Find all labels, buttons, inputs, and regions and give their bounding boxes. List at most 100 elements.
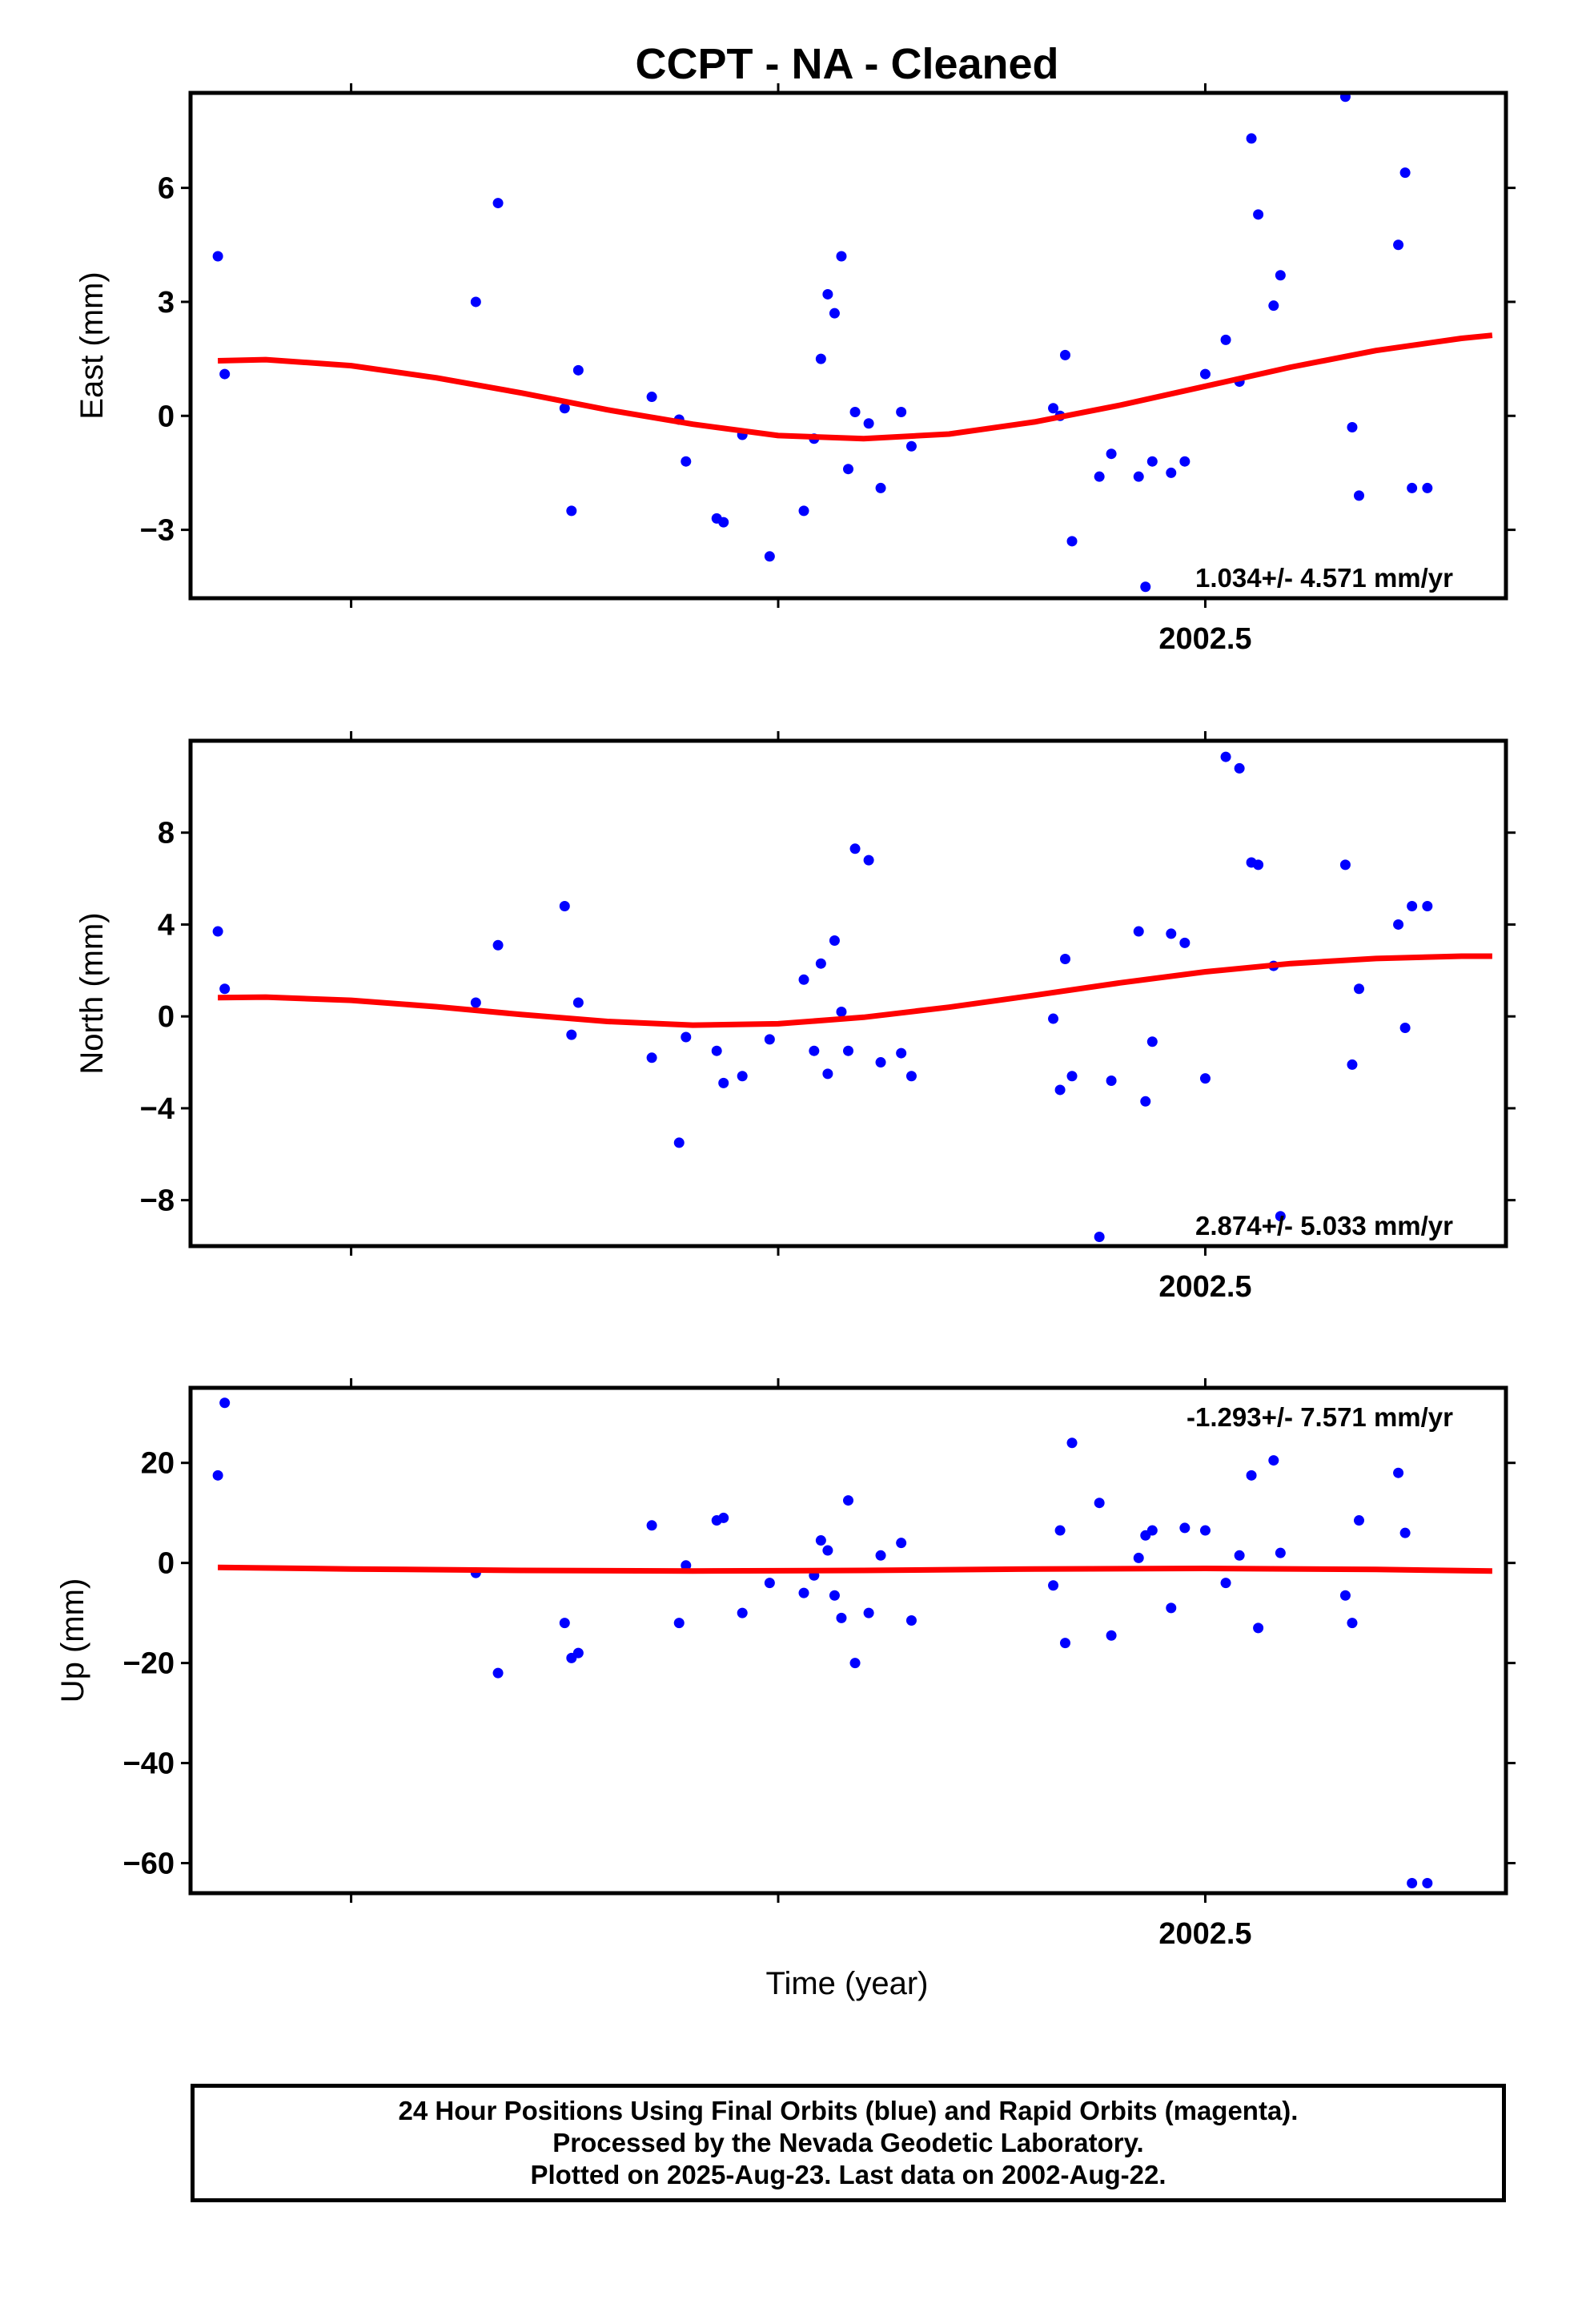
east-data-point (798, 505, 809, 517)
north-data-point (1048, 1013, 1059, 1024)
north-data-point (1347, 1059, 1358, 1070)
east-data-point (1399, 167, 1411, 179)
north-points (212, 751, 1433, 1243)
east-data-point (829, 308, 840, 319)
up-data-point (905, 1615, 917, 1626)
east-data-point (896, 407, 907, 418)
east-data-point (1347, 422, 1358, 433)
north-data-point (711, 1045, 722, 1056)
east-y-axis-label: East (mm) (74, 271, 110, 419)
north-data-point (1399, 1023, 1411, 1034)
north-data-point (470, 997, 481, 1008)
east-points (212, 93, 1433, 593)
north-data-point (829, 935, 840, 947)
up-data-point (219, 1397, 231, 1409)
east-xtick-label: 2002.5 (1158, 622, 1251, 656)
north-data-point (1393, 919, 1404, 930)
east-data-point (1133, 471, 1144, 482)
up-data-point (815, 1535, 826, 1546)
north-data-point (566, 1029, 577, 1040)
north-data-point (764, 1034, 775, 1045)
east-data-point (1275, 270, 1286, 281)
up-data-point (896, 1538, 907, 1549)
up-panel: 20 0 −20 −40 −60 2002.5 Up (mm) -1.293+/- 7.571… (55, 1378, 1516, 1951)
north-rate-label: 2.874+/- 5.033 mm/yr (1195, 1211, 1453, 1240)
east-data-point (559, 403, 570, 414)
east-data-point (1140, 581, 1151, 593)
east-data-point (1179, 456, 1191, 467)
north-frame (188, 738, 1508, 1248)
up-ytick-label: 0 (158, 1547, 175, 1581)
east-data-point (843, 464, 853, 475)
north-ytick-label: 0 (158, 1000, 175, 1034)
north-data-point (1275, 1211, 1286, 1222)
up-data-point (737, 1607, 748, 1618)
east-data-point (822, 288, 833, 300)
east-data-point (219, 368, 231, 380)
north-data-point (1059, 953, 1070, 964)
north-data-point (905, 1071, 917, 1082)
up-data-point (1422, 1878, 1433, 1889)
east-data-point (1106, 448, 1117, 460)
north-data-point (219, 983, 231, 995)
east-data-point (1059, 349, 1070, 360)
north-data-point (1054, 1084, 1066, 1096)
up-data-point (1048, 1580, 1059, 1591)
north-data-point (1066, 1071, 1078, 1082)
footer-line-2: Processed by the Nevada Geodetic Laborat… (552, 2128, 1144, 2157)
north-data-point (863, 854, 874, 866)
east-rate-label: 1.034+/- 4.571 mm/yr (1195, 563, 1453, 593)
up-data-point (492, 1667, 504, 1679)
up-data-point (764, 1578, 775, 1589)
north-ytick-label: 8 (158, 817, 175, 850)
up-data-point (798, 1587, 809, 1598)
up-data-point (1199, 1525, 1211, 1536)
up-data-point (1275, 1547, 1286, 1558)
east-data-point (572, 364, 584, 376)
east-data-point (1048, 403, 1059, 414)
east-data-point (681, 456, 692, 467)
up-data-point (1059, 1638, 1070, 1649)
up-data-point (1220, 1578, 1231, 1589)
east-data-point (470, 296, 481, 308)
east-data-point (718, 517, 729, 528)
up-data-point (822, 1545, 833, 1556)
x-axis-label: Time (year) (766, 1966, 929, 2001)
east-data-point (764, 551, 775, 562)
north-data-point (875, 1057, 886, 1068)
east-data-point (1199, 368, 1211, 380)
north-data-point (681, 1031, 692, 1043)
east-data-point (875, 482, 886, 493)
north-data-point (737, 1071, 748, 1082)
up-ytick-label: 20 (141, 1447, 175, 1481)
up-data-point (1339, 1590, 1351, 1601)
north-data-point (822, 1068, 833, 1080)
north-data-point (1179, 937, 1191, 948)
north-data-point (809, 1045, 820, 1056)
north-data-point (1140, 1096, 1151, 1107)
north-data-point (1339, 859, 1351, 870)
north-data-point (1094, 1232, 1105, 1243)
north-data-point (673, 1137, 685, 1148)
up-ytick-label: −40 (123, 1747, 175, 1781)
up-data-point (1399, 1527, 1411, 1538)
up-data-point (559, 1618, 570, 1629)
up-data-point (1353, 1515, 1364, 1526)
east-data-point (492, 198, 504, 209)
up-data-point (875, 1550, 886, 1561)
east-data-point (1353, 490, 1364, 501)
up-data-point (1347, 1618, 1358, 1629)
footer-caption-box: 24 Hour Positions Using Final Orbits (bl… (191, 2084, 1506, 2202)
chart-title: CCPT - NA - Cleaned (635, 40, 1058, 88)
east-data-point (836, 251, 847, 262)
up-data-point (1106, 1630, 1117, 1641)
up-data-point (1179, 1522, 1191, 1534)
north-data-point (492, 939, 504, 951)
up-data-point (718, 1512, 729, 1523)
east-data-point (1094, 471, 1105, 482)
up-data-point (829, 1590, 840, 1601)
up-data-point (1253, 1622, 1264, 1634)
up-data-point (1094, 1498, 1105, 1509)
north-data-point (718, 1077, 729, 1088)
east-data-point (863, 418, 874, 429)
